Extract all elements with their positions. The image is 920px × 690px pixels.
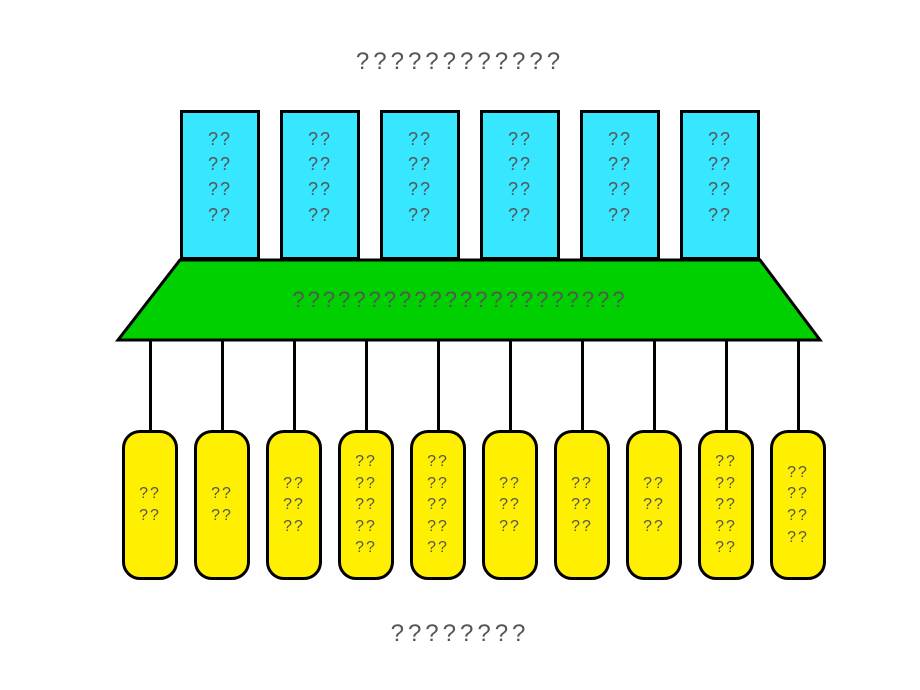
connector-8	[725, 340, 728, 430]
capsule-4-line-4: ??	[427, 537, 449, 559]
top-box-3-line-1: ??	[483, 152, 557, 177]
connector-2	[293, 340, 296, 430]
capsule-6-line-1: ??	[571, 494, 593, 516]
top-box-5-line-1: ??	[683, 152, 757, 177]
capsule-8-line-4: ??	[715, 537, 737, 559]
title-top: ????????????	[0, 48, 920, 76]
capsule-4-line-3: ??	[427, 516, 449, 538]
top-box-2-line-2: ??	[383, 177, 457, 202]
top-box-0-line-1: ??	[183, 152, 257, 177]
top-box-2-line-1: ??	[383, 152, 457, 177]
connector-7	[653, 340, 656, 430]
capsule-0-line-0: ??	[139, 483, 161, 505]
capsule-4: ??????????	[410, 430, 466, 580]
top-box-0-line-0: ??	[183, 127, 257, 152]
capsule-4-line-2: ??	[427, 494, 449, 516]
top-box-0: ????????	[180, 110, 260, 260]
capsule-9: ????????	[770, 430, 826, 580]
capsule-7-line-0: ??	[643, 473, 665, 495]
capsule-9-line-3: ??	[787, 527, 809, 549]
green-bar-label: ??????????????????????	[0, 287, 920, 313]
capsule-4-line-0: ??	[427, 451, 449, 473]
top-box-3-line-2: ??	[483, 177, 557, 202]
top-box-0-line-3: ??	[183, 203, 257, 228]
capsule-8-line-3: ??	[715, 516, 737, 538]
top-box-1-line-1: ??	[283, 152, 357, 177]
connector-3	[365, 340, 368, 430]
capsule-9-line-2: ??	[787, 505, 809, 527]
top-box-4-line-0: ??	[583, 127, 657, 152]
capsule-0-line-1: ??	[139, 505, 161, 527]
top-box-4-line-2: ??	[583, 177, 657, 202]
top-box-1-line-2: ??	[283, 177, 357, 202]
connector-9	[797, 340, 800, 430]
capsule-8-line-1: ??	[715, 473, 737, 495]
capsule-2: ??????	[266, 430, 322, 580]
capsule-3-line-2: ??	[355, 494, 377, 516]
capsule-7-line-1: ??	[643, 494, 665, 516]
top-box-4-line-1: ??	[583, 152, 657, 177]
top-box-2: ????????	[380, 110, 460, 260]
capsule-7-line-2: ??	[643, 516, 665, 538]
top-box-1: ????????	[280, 110, 360, 260]
top-box-2-line-3: ??	[383, 203, 457, 228]
connector-5	[509, 340, 512, 430]
capsule-3-line-4: ??	[355, 537, 377, 559]
capsule-9-line-0: ??	[787, 462, 809, 484]
capsule-3: ??????????	[338, 430, 394, 580]
capsule-5: ??????	[482, 430, 538, 580]
top-box-5: ????????	[680, 110, 760, 260]
top-box-4: ????????	[580, 110, 660, 260]
top-box-1-line-0: ??	[283, 127, 357, 152]
top-box-3: ????????	[480, 110, 560, 260]
capsule-1-line-0: ??	[211, 483, 233, 505]
capsule-8-line-2: ??	[715, 494, 737, 516]
capsule-8-line-0: ??	[715, 451, 737, 473]
capsule-8: ??????????	[698, 430, 754, 580]
capsule-9-line-1: ??	[787, 483, 809, 505]
capsule-6: ??????	[554, 430, 610, 580]
top-box-5-line-0: ??	[683, 127, 757, 152]
capsule-2-line-2: ??	[283, 516, 305, 538]
capsule-1: ????	[194, 430, 250, 580]
connector-1	[221, 340, 224, 430]
capsule-0: ????	[122, 430, 178, 580]
capsule-3-line-3: ??	[355, 516, 377, 538]
capsule-4-line-1: ??	[427, 473, 449, 495]
connector-0	[149, 340, 152, 430]
title-bottom: ????????	[0, 620, 920, 648]
connector-6	[581, 340, 584, 430]
capsule-5-line-2: ??	[499, 516, 521, 538]
top-box-0-line-2: ??	[183, 177, 257, 202]
top-box-2-line-0: ??	[383, 127, 457, 152]
diagram-stage: ????????????????????????????????????????…	[0, 0, 920, 690]
capsule-2-line-0: ??	[283, 473, 305, 495]
capsule-2-line-1: ??	[283, 494, 305, 516]
top-box-3-line-0: ??	[483, 127, 557, 152]
capsule-3-line-0: ??	[355, 451, 377, 473]
capsule-6-line-0: ??	[571, 473, 593, 495]
top-box-5-line-3: ??	[683, 203, 757, 228]
connector-4	[437, 340, 440, 430]
capsule-3-line-1: ??	[355, 473, 377, 495]
capsule-6-line-2: ??	[571, 516, 593, 538]
capsule-7: ??????	[626, 430, 682, 580]
capsule-5-line-1: ??	[499, 494, 521, 516]
top-box-5-line-2: ??	[683, 177, 757, 202]
top-box-4-line-3: ??	[583, 203, 657, 228]
top-box-3-line-3: ??	[483, 203, 557, 228]
capsule-5-line-0: ??	[499, 473, 521, 495]
capsule-1-line-1: ??	[211, 505, 233, 527]
top-box-1-line-3: ??	[283, 203, 357, 228]
